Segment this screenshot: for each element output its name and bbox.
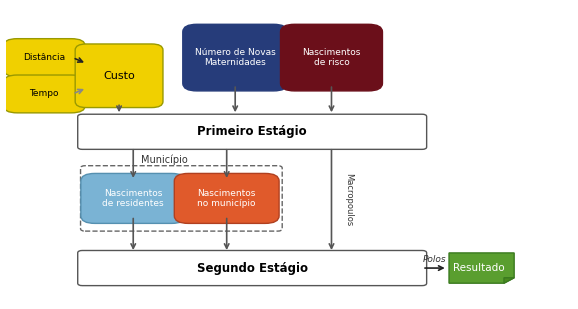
Text: Segundo Estágio: Segundo Estágio [197,261,307,275]
FancyBboxPatch shape [75,44,163,108]
Text: Custo: Custo [103,71,135,81]
Text: Número de Novas
Maternidades: Número de Novas Maternidades [195,48,276,67]
FancyBboxPatch shape [3,39,86,77]
Text: Polos: Polos [423,255,446,264]
Text: Nascimentos
de risco: Nascimentos de risco [302,48,361,67]
Text: Nascimentos
de residentes: Nascimentos de residentes [102,189,164,208]
FancyBboxPatch shape [77,114,427,149]
Text: Resultado: Resultado [453,263,505,273]
Text: Primeiro Estágio: Primeiro Estágio [197,125,307,138]
Text: Distância: Distância [23,53,65,62]
Text: Município: Município [141,154,188,165]
FancyBboxPatch shape [280,24,383,91]
FancyBboxPatch shape [175,173,279,223]
Text: Macropoulos: Macropoulos [344,173,354,226]
Text: Nascimentos
no município: Nascimentos no município [198,189,256,208]
FancyBboxPatch shape [3,75,86,113]
FancyBboxPatch shape [183,24,288,91]
FancyBboxPatch shape [81,173,186,223]
Polygon shape [449,253,514,283]
Polygon shape [504,278,514,283]
FancyBboxPatch shape [77,251,427,286]
Text: Tempo: Tempo [29,89,59,99]
